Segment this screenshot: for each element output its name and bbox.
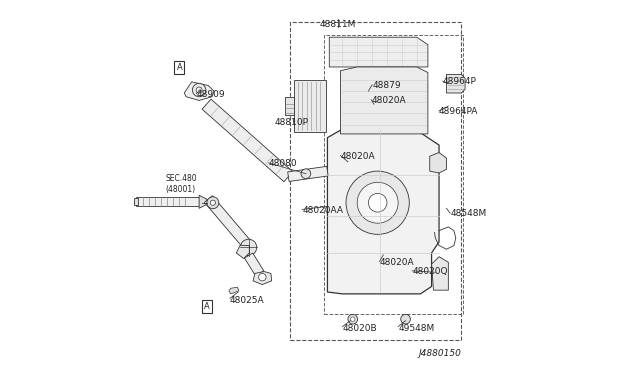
Bar	[291, 22, 461, 340]
Polygon shape	[288, 166, 328, 182]
Text: (48001): (48001)	[166, 185, 196, 194]
Text: 48879: 48879	[372, 81, 401, 90]
Bar	[324, 35, 463, 314]
Polygon shape	[136, 197, 199, 206]
Polygon shape	[431, 257, 449, 290]
Circle shape	[357, 182, 398, 223]
Polygon shape	[204, 196, 253, 250]
Polygon shape	[202, 99, 293, 182]
Text: SEC.480: SEC.480	[166, 174, 197, 183]
Text: 48025A: 48025A	[230, 296, 264, 305]
Polygon shape	[199, 195, 207, 208]
Circle shape	[211, 200, 216, 205]
Text: 48020B: 48020B	[342, 324, 377, 333]
Text: 48548M: 48548M	[450, 209, 486, 218]
Circle shape	[346, 171, 410, 234]
Circle shape	[301, 169, 310, 179]
Polygon shape	[236, 246, 250, 259]
Text: 48020AA: 48020AA	[302, 206, 343, 215]
Text: 48964P: 48964P	[443, 77, 477, 86]
Polygon shape	[328, 130, 439, 294]
Circle shape	[369, 193, 387, 212]
Polygon shape	[340, 67, 428, 134]
Text: 48020A: 48020A	[371, 96, 406, 105]
Bar	[294, 80, 326, 132]
Text: J4880150: J4880150	[419, 349, 461, 358]
Polygon shape	[229, 287, 239, 294]
Polygon shape	[447, 74, 465, 93]
Text: A: A	[204, 302, 210, 311]
Circle shape	[193, 83, 206, 97]
Polygon shape	[429, 153, 447, 173]
Bar	[134, 198, 138, 205]
Text: 48020A: 48020A	[340, 152, 375, 161]
Circle shape	[351, 317, 355, 321]
Text: 48811M: 48811M	[319, 20, 356, 29]
Text: 48020A: 48020A	[380, 258, 414, 267]
Circle shape	[207, 197, 219, 209]
Circle shape	[196, 87, 202, 93]
Polygon shape	[253, 272, 271, 285]
Text: A: A	[177, 63, 182, 72]
Text: 49548M: 49548M	[398, 324, 435, 333]
Text: 48909: 48909	[196, 90, 225, 99]
Bar	[285, 97, 294, 115]
Polygon shape	[330, 37, 428, 67]
Text: 48080: 48080	[269, 159, 298, 168]
Text: 48810P: 48810P	[275, 118, 308, 127]
Circle shape	[259, 273, 266, 281]
Circle shape	[348, 314, 358, 324]
Text: 48964PA: 48964PA	[439, 107, 479, 116]
Circle shape	[401, 314, 410, 324]
Polygon shape	[184, 82, 214, 100]
Circle shape	[241, 239, 257, 256]
Text: 48020Q: 48020Q	[412, 267, 448, 276]
Polygon shape	[244, 253, 264, 276]
